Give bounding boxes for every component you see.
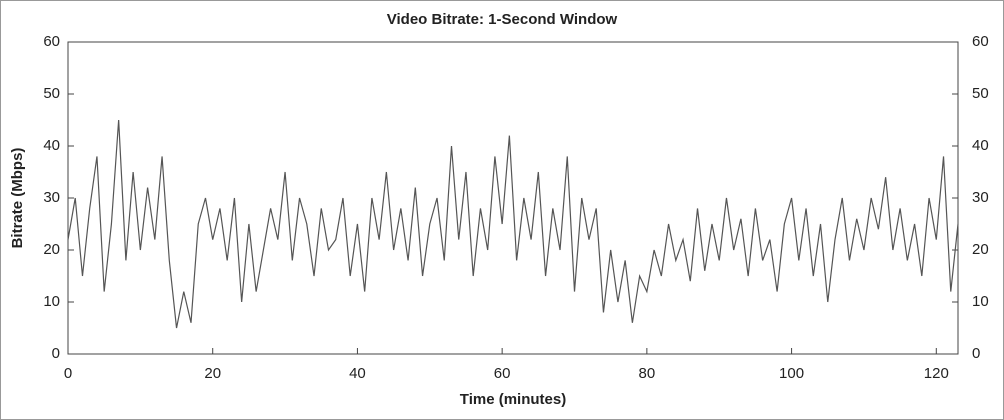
x-tick-label: 80	[639, 365, 656, 382]
y-tick-label: 50	[43, 85, 60, 102]
x-tick-label: 60	[494, 365, 511, 382]
y2-tick-label: 20	[972, 241, 989, 258]
y2-tick-label: 40	[972, 137, 989, 154]
y2-tick-label: 0	[972, 345, 980, 362]
chart-title: Video Bitrate: 1-Second Window	[387, 11, 618, 28]
x-tick-label: 20	[204, 365, 221, 382]
y2-tick-label: 30	[972, 189, 989, 206]
y-tick-label: 60	[43, 33, 60, 50]
x-tick-label: 0	[64, 365, 72, 382]
x-tick-label: 120	[924, 365, 949, 382]
y-tick-label: 10	[43, 293, 60, 310]
x-tick-label: 100	[779, 365, 804, 382]
y-tick-label: 20	[43, 241, 60, 258]
y-axis-label: Bitrate (Mbps)	[9, 148, 26, 249]
y-tick-label: 0	[52, 345, 60, 362]
y2-tick-label: 10	[972, 293, 989, 310]
series-line	[67, 119, 959, 329]
x-axis-label: Time (minutes)	[460, 391, 566, 408]
y2-tick-label: 50	[972, 85, 989, 102]
y-tick-label: 40	[43, 137, 60, 154]
y-tick-label: 30	[43, 189, 60, 206]
y2-tick-label: 60	[972, 33, 989, 50]
x-tick-label: 40	[349, 365, 366, 382]
